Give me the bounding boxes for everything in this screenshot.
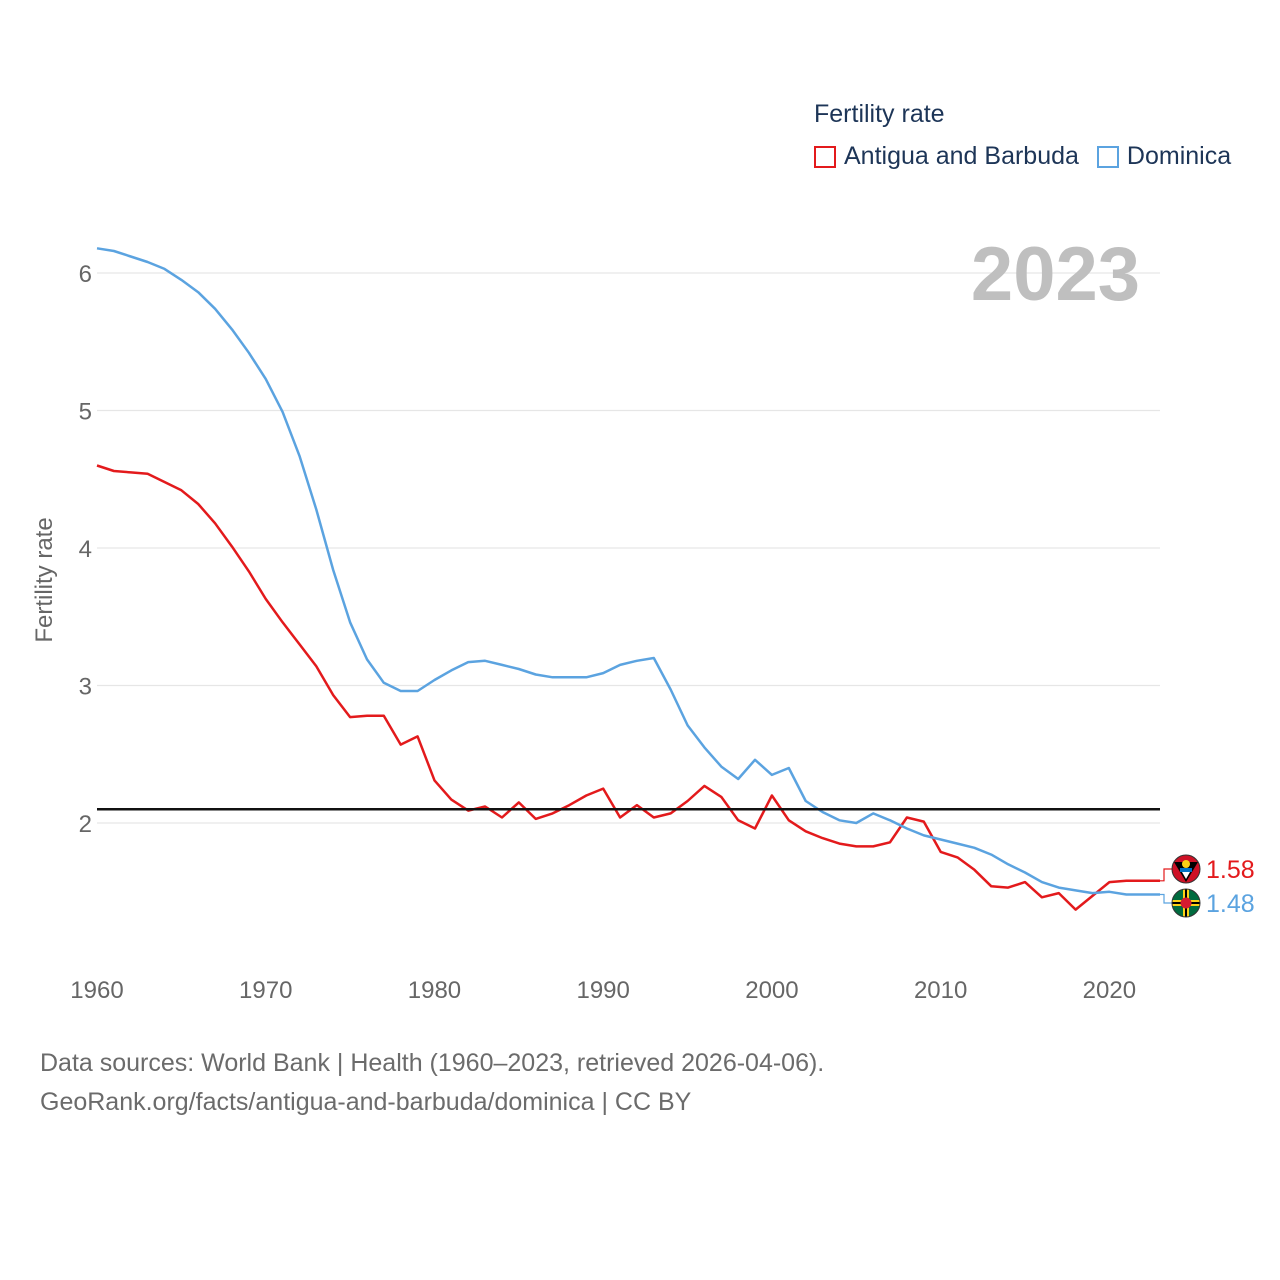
grid-lines (97, 272, 1160, 824)
x-tick-label-1970: 1970 (239, 977, 292, 1004)
y-tick-label-5: 5 (79, 399, 92, 426)
y-tick-label-4: 4 (79, 536, 92, 563)
x-tick-label-1990: 1990 (576, 977, 629, 1004)
source-note: Data sources: World Bank | Health (1960–… (40, 1044, 824, 1122)
y-axis-ticks: 2 3 4 5 6 (79, 261, 92, 838)
legend-item-antigua-and-barbuda[interactable]: Antigua and Barbuda (814, 142, 1079, 171)
series-line-dominica (96, 247, 1160, 896)
source-line-data: Data sources: World Bank | Health (1960–… (40, 1049, 825, 1077)
series-lines (96, 247, 1160, 911)
y-tick-label-3: 3 (79, 674, 92, 701)
x-tick-label-2010: 2010 (914, 977, 967, 1004)
x-tick-label-1980: 1980 (408, 977, 461, 1004)
flag-icon-antigua-and-barbuda (1171, 854, 1201, 884)
flag-icon-dominica (1171, 888, 1201, 918)
y-tick-label-2: 2 (79, 811, 92, 838)
legend-swatch-antigua-and-barbuda (814, 145, 836, 168)
legend-label-dominica: Dominica (1126, 142, 1232, 170)
legend-label-antigua-and-barbuda: Antigua and Barbuda (844, 142, 1079, 170)
end-markers: 1.58 1.48 (1160, 854, 1255, 918)
x-axis-ticks: 1960 1970 1980 1990 2000 2010 2020 (70, 977, 1136, 1004)
year-label: 2023 (971, 232, 1140, 317)
y-axis-label: Fertility rate (31, 517, 58, 642)
y-tick-label-6: 6 (79, 261, 92, 288)
source-line-link[interactable]: GeoRank.org/facts/antigua-and-barbuda/do… (40, 1088, 692, 1116)
legend: Antigua and Barbuda Dominica (814, 142, 1249, 171)
legend-title: Fertility rate (814, 100, 945, 128)
series-line-antigua-and-barbuda (96, 464, 1160, 911)
x-tick-label-2020: 2020 (1083, 977, 1136, 1004)
end-value-label-dominica: 1.48 (1206, 890, 1255, 918)
end-connector-antigua-and-barbuda (1160, 868, 1172, 882)
end-value-label-antigua-and-barbuda: 1.58 (1206, 856, 1255, 884)
x-tick-label-1960: 1960 (70, 977, 123, 1004)
x-tick-label-2000: 2000 (745, 977, 798, 1004)
legend-item-dominica[interactable]: Dominica (1096, 142, 1232, 171)
end-connector-dominica (1160, 893, 1172, 904)
legend-swatch-dominica (1096, 145, 1119, 168)
